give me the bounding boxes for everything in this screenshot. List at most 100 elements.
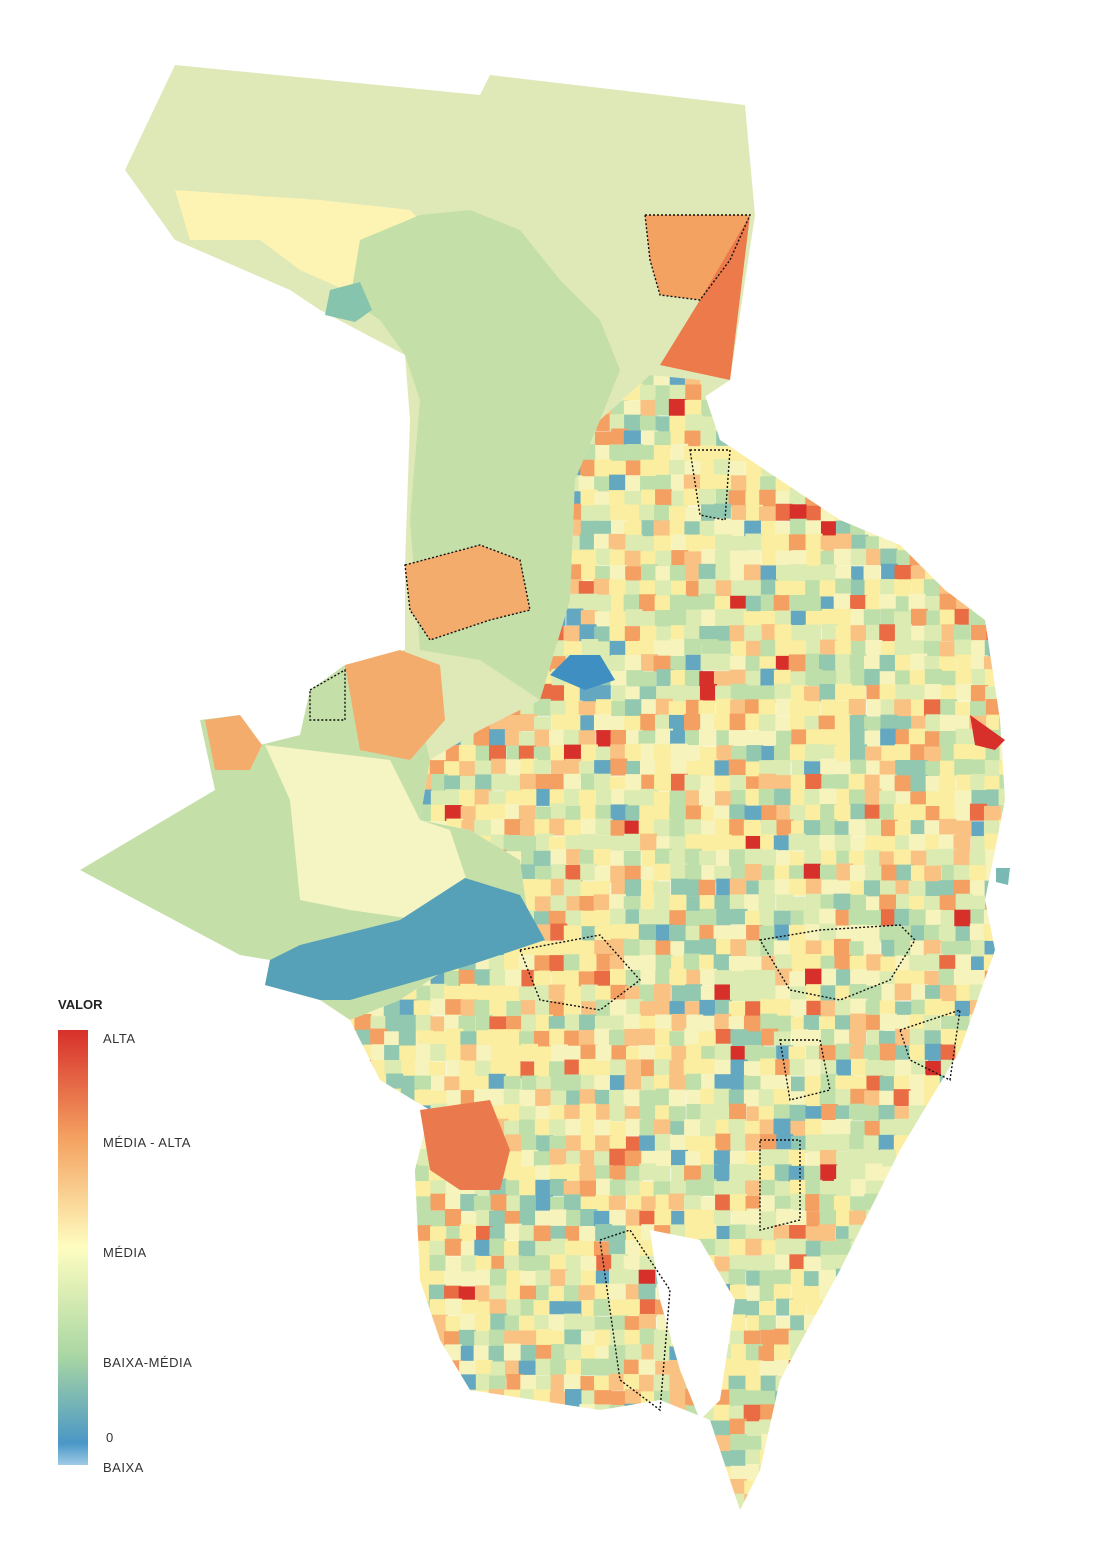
- parcel: [445, 1344, 463, 1362]
- parcel: [791, 461, 809, 479]
- parcel: [350, 1405, 356, 1423]
- parcel: [925, 1060, 943, 1078]
- parcel: [369, 400, 387, 418]
- parcel: [893, 1255, 911, 1273]
- parcel: [655, 1105, 673, 1123]
- parcel: [458, 1435, 476, 1453]
- parcel: [400, 1149, 418, 1167]
- parcel: [653, 535, 671, 553]
- parcel: [908, 1420, 926, 1438]
- parcel: [760, 1013, 778, 1031]
- parcel: [669, 894, 687, 912]
- parcel: [624, 1509, 642, 1510]
- parcel: [1000, 700, 1005, 718]
- parcel: [715, 534, 733, 552]
- parcel: [459, 1360, 477, 1378]
- parcel: [805, 1226, 823, 1244]
- parcel: [610, 716, 628, 734]
- parcel: [954, 1480, 972, 1498]
- parcel: [550, 1509, 568, 1510]
- parcel: [594, 459, 612, 477]
- parcel: [774, 865, 792, 883]
- parcel: [760, 1404, 778, 1422]
- parcel: [521, 1464, 539, 1482]
- parcel: [506, 1000, 524, 1018]
- parcel: [654, 1465, 672, 1483]
- parcel: [623, 850, 641, 868]
- parcel: [850, 503, 868, 521]
- parcel: [984, 384, 1002, 402]
- parcel: [623, 594, 641, 612]
- parcel: [745, 1133, 763, 1151]
- parcel: [489, 969, 507, 987]
- parcel: [519, 1195, 537, 1213]
- parcel: [579, 1404, 597, 1422]
- parcel: [518, 1240, 536, 1258]
- parcel: [476, 1044, 494, 1062]
- parcel: [728, 1269, 746, 1287]
- parcel: [624, 865, 642, 883]
- parcel: [983, 1014, 1001, 1032]
- parcel: [350, 1418, 357, 1436]
- parcel: [984, 1300, 1002, 1318]
- parcel: [954, 1000, 972, 1018]
- parcel: [625, 1209, 643, 1227]
- parcel: [803, 1015, 821, 1033]
- parcel: [503, 1164, 521, 1182]
- parcel: [955, 728, 973, 746]
- parcel: [669, 1060, 687, 1078]
- parcel: [354, 580, 372, 598]
- parcel: [895, 1271, 913, 1289]
- parcel: [865, 1511, 882, 1528]
- parcel: [654, 714, 672, 732]
- parcel: [864, 375, 882, 387]
- parcel: [563, 999, 581, 1017]
- parcel: [849, 1315, 867, 1333]
- parcel: [594, 1404, 612, 1422]
- parcel: [370, 1179, 388, 1197]
- parcel: [519, 836, 537, 854]
- parcel: [654, 1150, 672, 1168]
- parcel: [385, 1450, 403, 1468]
- parcel: [550, 849, 568, 867]
- parcel: [685, 1151, 703, 1169]
- parcel: [1000, 1000, 1005, 1018]
- parcel: [459, 1465, 477, 1483]
- parcel: [758, 1315, 776, 1333]
- parcel: [924, 746, 942, 764]
- parcel: [954, 1465, 972, 1483]
- parcel: [745, 533, 763, 551]
- parcel: [354, 595, 372, 613]
- parcel: [580, 805, 598, 823]
- parcel: [548, 984, 566, 1002]
- parcel: [896, 550, 914, 568]
- parcel: [384, 565, 402, 583]
- parcel: [879, 880, 897, 898]
- parcel: [639, 1119, 657, 1137]
- parcel: [566, 1255, 584, 1273]
- parcel: [655, 550, 673, 568]
- parcel: [578, 701, 596, 719]
- parcel: [939, 818, 957, 836]
- parcel: [489, 729, 507, 747]
- parcel: [413, 1000, 431, 1018]
- parcel: [668, 714, 686, 732]
- parcel: [551, 970, 569, 988]
- parcel: [355, 1301, 373, 1319]
- parcel: [836, 670, 854, 688]
- parcel: [820, 729, 838, 747]
- parcel: [954, 790, 972, 808]
- parcel: [923, 431, 941, 449]
- parcel: [609, 1165, 627, 1183]
- parcel: [804, 715, 822, 733]
- parcel: [775, 850, 793, 868]
- parcel: [488, 955, 506, 973]
- parcel: [924, 865, 942, 883]
- parcel: [836, 1105, 854, 1123]
- parcel: [731, 641, 749, 659]
- parcel: [791, 385, 809, 403]
- parcel: [350, 1165, 357, 1183]
- parcel: [938, 1149, 956, 1167]
- parcel: [940, 1240, 958, 1258]
